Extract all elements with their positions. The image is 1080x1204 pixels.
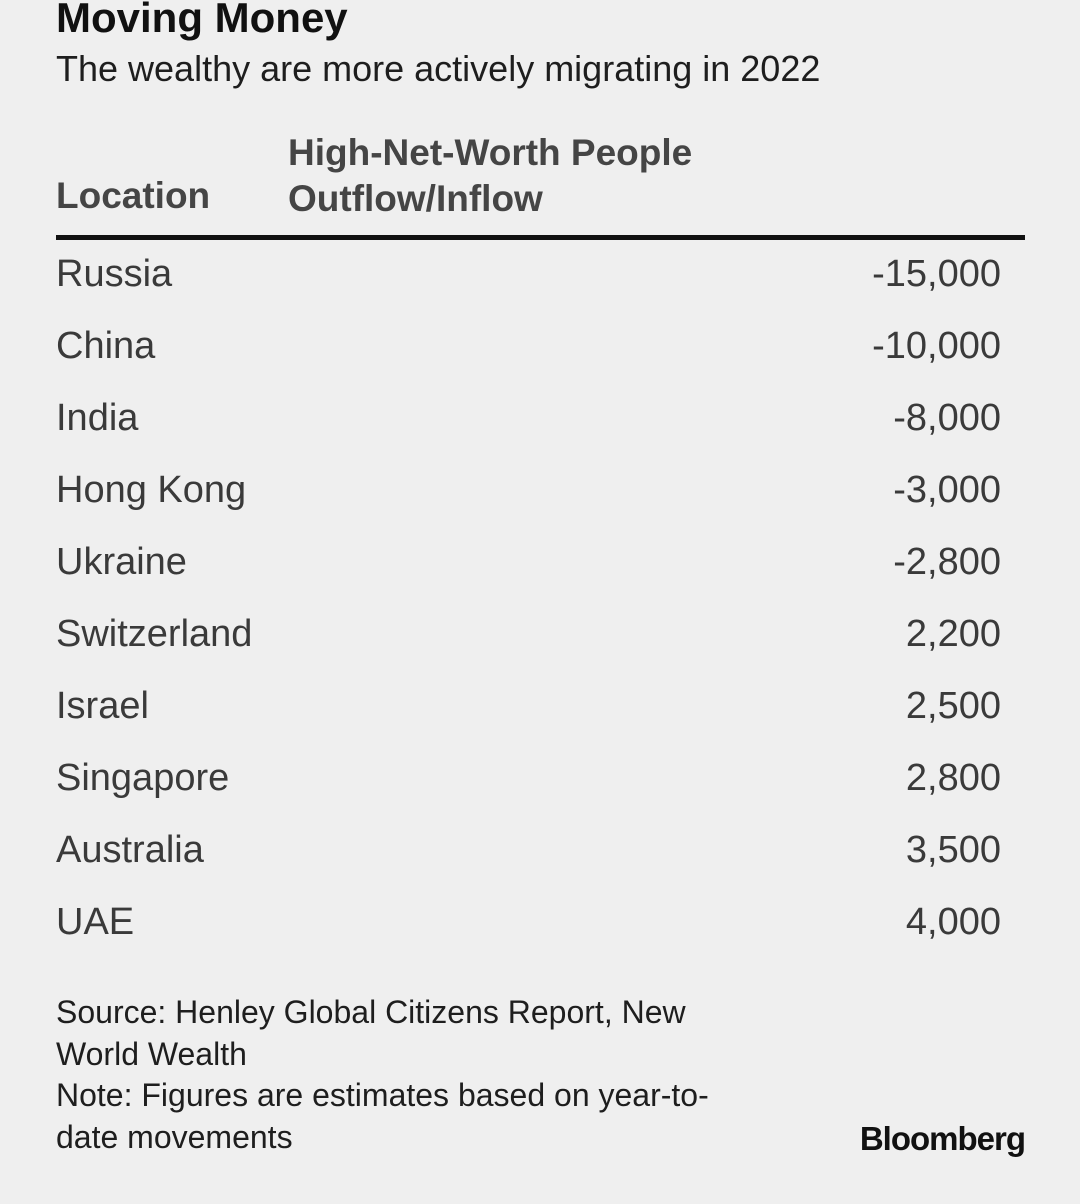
- table-row: Hong Kong -3,000: [56, 454, 1001, 526]
- table-row: Israel 2,500: [56, 670, 1001, 742]
- row-value: 3,500: [905, 828, 1001, 871]
- chart-title: Moving Money: [56, 0, 348, 41]
- source-line-1: Source: Henley Global Citizens Report, N…: [56, 994, 686, 1030]
- table-row: UAE 4,000: [56, 886, 1001, 958]
- column-header-value: High-Net-Worth People Outflow/Inflow: [288, 130, 692, 222]
- row-value: -2,800: [893, 540, 1001, 583]
- table-row: Russia -15,000: [56, 238, 1001, 310]
- row-value: -3,000: [893, 468, 1001, 511]
- row-location: UAE: [56, 900, 135, 943]
- row-value: -10,000: [872, 324, 1001, 367]
- column-header-value-line2: Outflow/Inflow: [288, 178, 543, 219]
- row-value: 4,000: [905, 900, 1001, 943]
- row-location: Israel: [56, 684, 149, 727]
- note-line-1: Note: Figures are estimates based on yea…: [56, 1077, 709, 1113]
- header-rule: [56, 235, 1025, 240]
- column-header-location: Location: [56, 175, 211, 216]
- row-location: Switzerland: [56, 612, 253, 655]
- table-row: Ukraine -2,800: [56, 526, 1001, 598]
- chart-subtitle: The wealthy are more actively migrating …: [56, 48, 821, 89]
- table-row: India -8,000: [56, 382, 1001, 454]
- row-value: 2,800: [905, 756, 1001, 799]
- row-location: Hong Kong: [56, 468, 247, 511]
- table-row: China -10,000: [56, 310, 1001, 382]
- bloomberg-logo: Bloomberg: [859, 1120, 1026, 1157]
- table-row: Switzerland 2,200: [56, 598, 1001, 670]
- table-row: Singapore 2,800: [56, 742, 1001, 814]
- note-line-2: date movements: [56, 1118, 293, 1155]
- row-location: Australia: [56, 828, 204, 871]
- row-value: 2,200: [905, 612, 1001, 655]
- source-line-2: World Wealth: [56, 1035, 247, 1072]
- row-location: Singapore: [56, 756, 230, 799]
- row-value: 2,500: [905, 684, 1001, 727]
- row-location: India: [56, 396, 139, 439]
- table-row: Australia 3,500: [56, 814, 1001, 886]
- row-value: -8,000: [893, 396, 1001, 439]
- row-location: Ukraine: [56, 540, 187, 583]
- source-note: Source: Henley Global Citizens Report, N…: [56, 992, 796, 1158]
- row-location: China: [56, 324, 156, 367]
- row-value: -15,000: [872, 252, 1001, 295]
- row-location: Russia: [56, 252, 173, 295]
- column-header-value-line1: High-Net-Worth People: [288, 132, 693, 173]
